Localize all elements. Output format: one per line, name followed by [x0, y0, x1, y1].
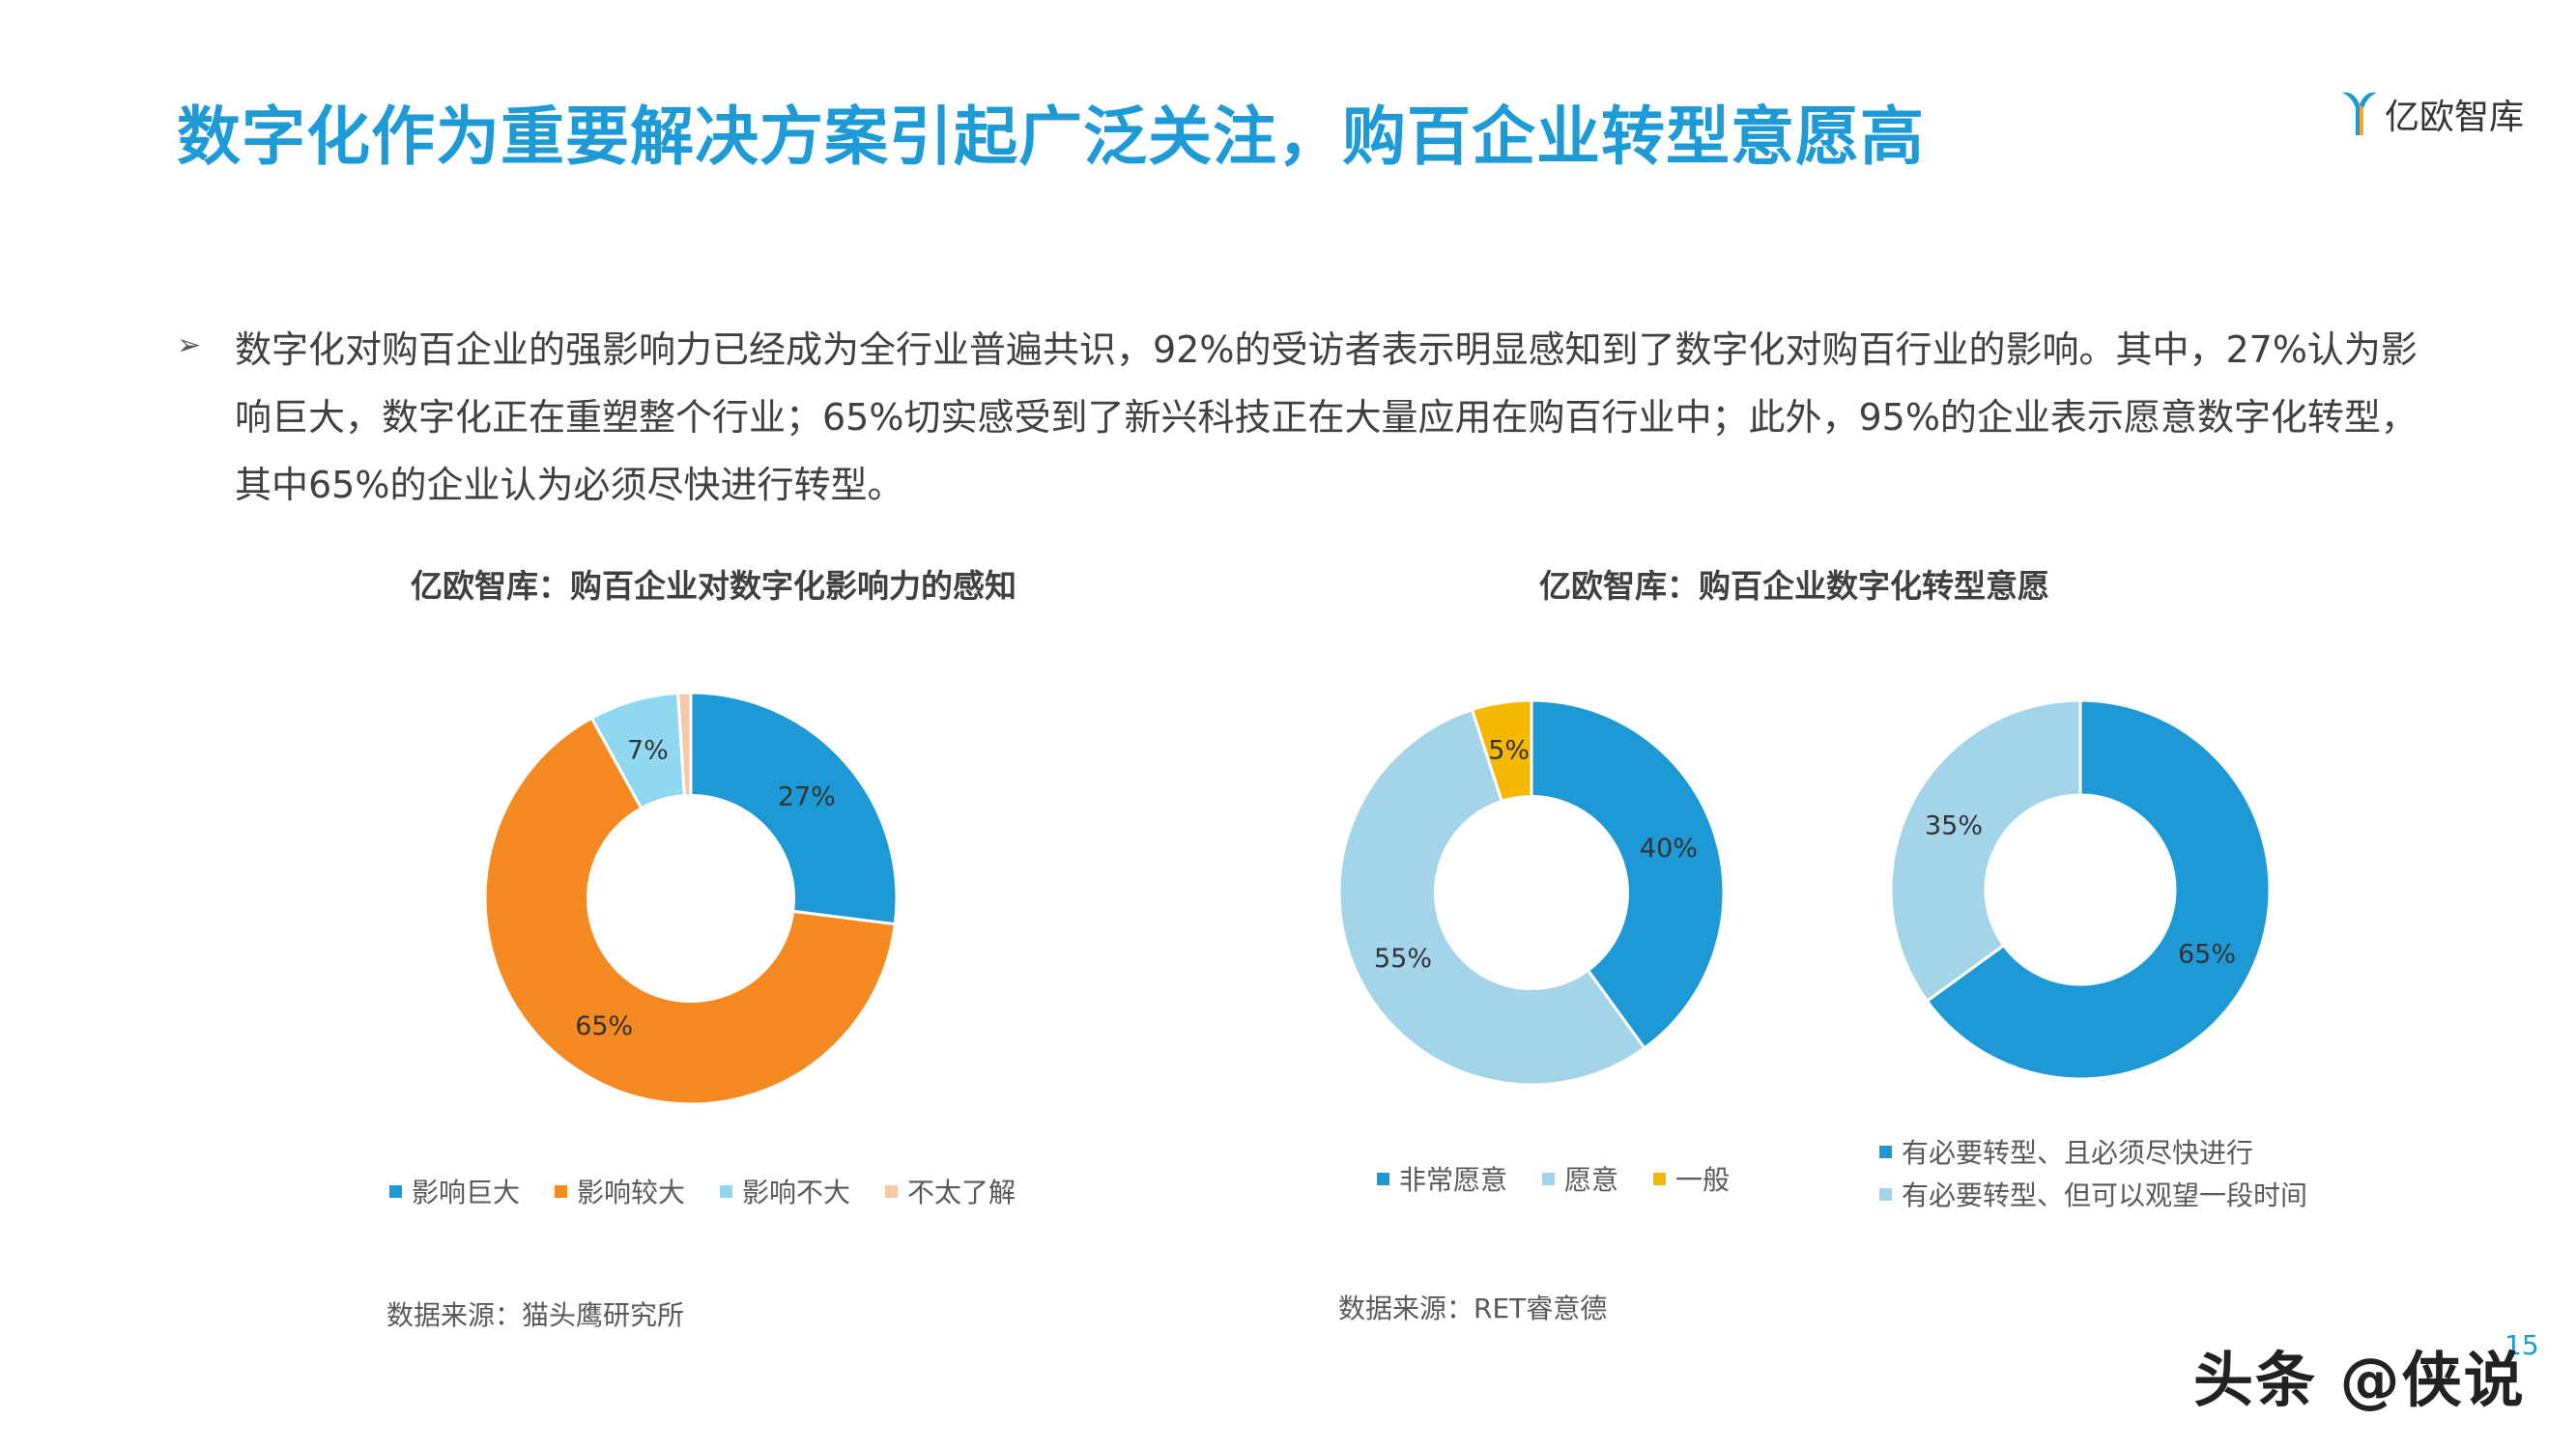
- donut-slice-1: [689, 691, 899, 926]
- slice-value-label: 5%: [1488, 736, 1530, 766]
- chart-1-source: 数据来源：猫头鹰研究所: [386, 1299, 685, 1331]
- chart-2-title: 亿欧智库：购百企业数字化转型意愿: [1539, 567, 2049, 605]
- legend-label: 影响巨大: [412, 1177, 521, 1208]
- legend-item: 不太了解: [885, 1170, 1016, 1212]
- logo-text: 亿欧智库: [2385, 98, 2525, 137]
- legend-swatch: [1542, 1172, 1556, 1185]
- legend-swatch: [555, 1184, 568, 1198]
- slice-value-label: 27%: [778, 781, 836, 811]
- legend-label: 非常愿意: [1399, 1164, 1508, 1196]
- intro-paragraph: 数字化对购百企业的强影响力已经成为全行业普遍共识，92%的受访者表示明显感知到了…: [235, 328, 2418, 506]
- brand-logo: 亿欧智库: [2338, 85, 2524, 143]
- slice-value-label: 7%: [627, 736, 669, 766]
- donut-slice-1: [1925, 698, 2272, 1081]
- chart-3-legend: 有必要转型、且必须尽快进行有必要转型、但可以观望一段时间: [1879, 1130, 2342, 1215]
- donut-slice-1: [1530, 698, 1726, 1051]
- legend-item: 影响不大: [720, 1170, 850, 1212]
- chart-3-donut: 65% 35%: [1889, 698, 2272, 1081]
- legend-label: 一般: [1675, 1164, 1731, 1196]
- slice-value-label: 40%: [1640, 834, 1698, 864]
- legend-item: 有必要转型、但可以观望一段时间: [1879, 1173, 2307, 1215]
- legend-label: 不太了解: [907, 1177, 1016, 1208]
- watermark: 头条 @侠说: [2193, 1345, 2526, 1415]
- slice-value-label: 65%: [575, 1011, 633, 1041]
- legend-swatch: [1879, 1145, 1892, 1158]
- chart-2-donut: 40% 55% 5%: [1337, 698, 1726, 1087]
- legend-label: 影响较大: [577, 1177, 686, 1208]
- donut-slice-3: [1470, 698, 1533, 804]
- legend-label: 影响不大: [742, 1177, 851, 1208]
- chart-1-donut: 27% 65% 7%: [483, 691, 899, 1106]
- chart-2-legend: 非常愿意 愿意 一般: [1377, 1157, 1764, 1200]
- page-number: 15: [2504, 1329, 2539, 1361]
- bullet-arrow-icon: ➢: [177, 328, 202, 362]
- donut-slice-2: [1337, 707, 1647, 1087]
- legend-item: 一般: [1653, 1157, 1730, 1200]
- legend-label: 愿意: [1564, 1164, 1619, 1196]
- legend-swatch: [1653, 1172, 1667, 1185]
- logo-mark-icon: [2342, 92, 2377, 135]
- legend-swatch: [1879, 1187, 1892, 1201]
- legend-item: 有必要转型、且必须尽快进行: [1879, 1130, 2307, 1173]
- legend-item: 愿意: [1542, 1157, 1618, 1200]
- legend-swatch: [389, 1184, 402, 1198]
- donut-slice-2: [483, 716, 897, 1106]
- legend-label: 有必要转型、但可以观望一段时间: [1902, 1179, 2308, 1211]
- legend-label: 有必要转型、且必须尽快进行: [1902, 1137, 2254, 1169]
- page-title: 数字化作为重要解决方案引起广泛关注，购百企业转型意愿高: [177, 99, 1925, 174]
- legend-item: 影响较大: [555, 1170, 685, 1212]
- legend-swatch: [1377, 1172, 1389, 1185]
- donut-slice-4: [676, 691, 693, 798]
- slice-value-label: 35%: [1925, 810, 1983, 840]
- chart-2-source: 数据来源：RET睿意德: [1338, 1293, 1608, 1324]
- donut-slice-2: [1889, 698, 2082, 1004]
- legend-item: 影响巨大: [389, 1170, 520, 1212]
- slice-value-label: 65%: [2178, 940, 2236, 970]
- legend-item: 非常愿意: [1377, 1157, 1507, 1200]
- legend-swatch: [885, 1184, 899, 1198]
- legend-swatch: [720, 1184, 733, 1198]
- chart-1-title: 亿欧智库：购百企业对数字化影响力的感知: [411, 567, 1016, 605]
- chart-1-legend: 影响巨大 影响较大 影响不大 不太了解: [389, 1170, 1050, 1212]
- slice-value-label: 55%: [1374, 944, 1432, 974]
